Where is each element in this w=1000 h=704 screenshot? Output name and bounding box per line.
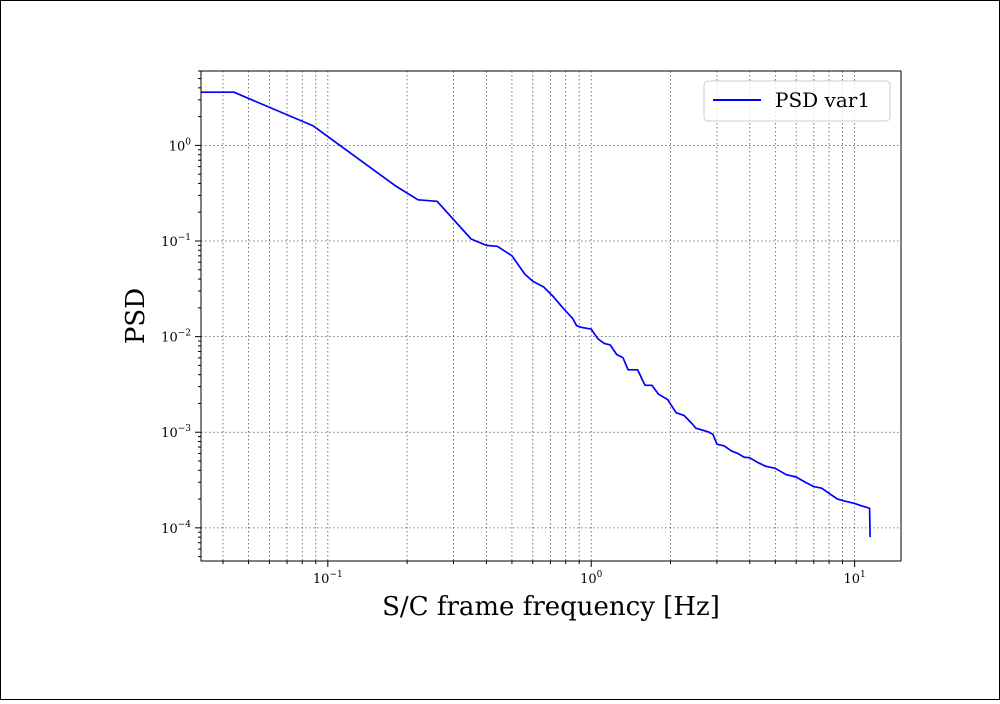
series-layer [201,91,871,538]
y-tick-label: 100 [169,137,192,154]
legend-label-psd-var1: PSD var1 [775,88,870,112]
plot-area-frame [200,70,902,562]
x-tick-label: 10−1 [313,570,343,587]
x-tick-label: 101 [843,570,865,587]
y-tick-label: 10−3 [161,424,191,441]
legend-box [703,80,891,122]
y-tick-label: 10−2 [161,329,191,346]
series-line-0 [201,91,871,538]
y-tick-label: 10−1 [161,233,191,250]
y-tick-label: 10−4 [161,520,191,537]
legend: PSD var1 [703,80,891,122]
axis-ticks: 10−1 100 101 100 10−1 10−2 10−3 10−4 [161,70,866,587]
x-tick-label: 100 [580,570,603,587]
grid [201,71,901,561]
x-axis-label: S/C frame frequency [Hz] [382,592,720,622]
y-axis-label: PSD [121,288,151,344]
